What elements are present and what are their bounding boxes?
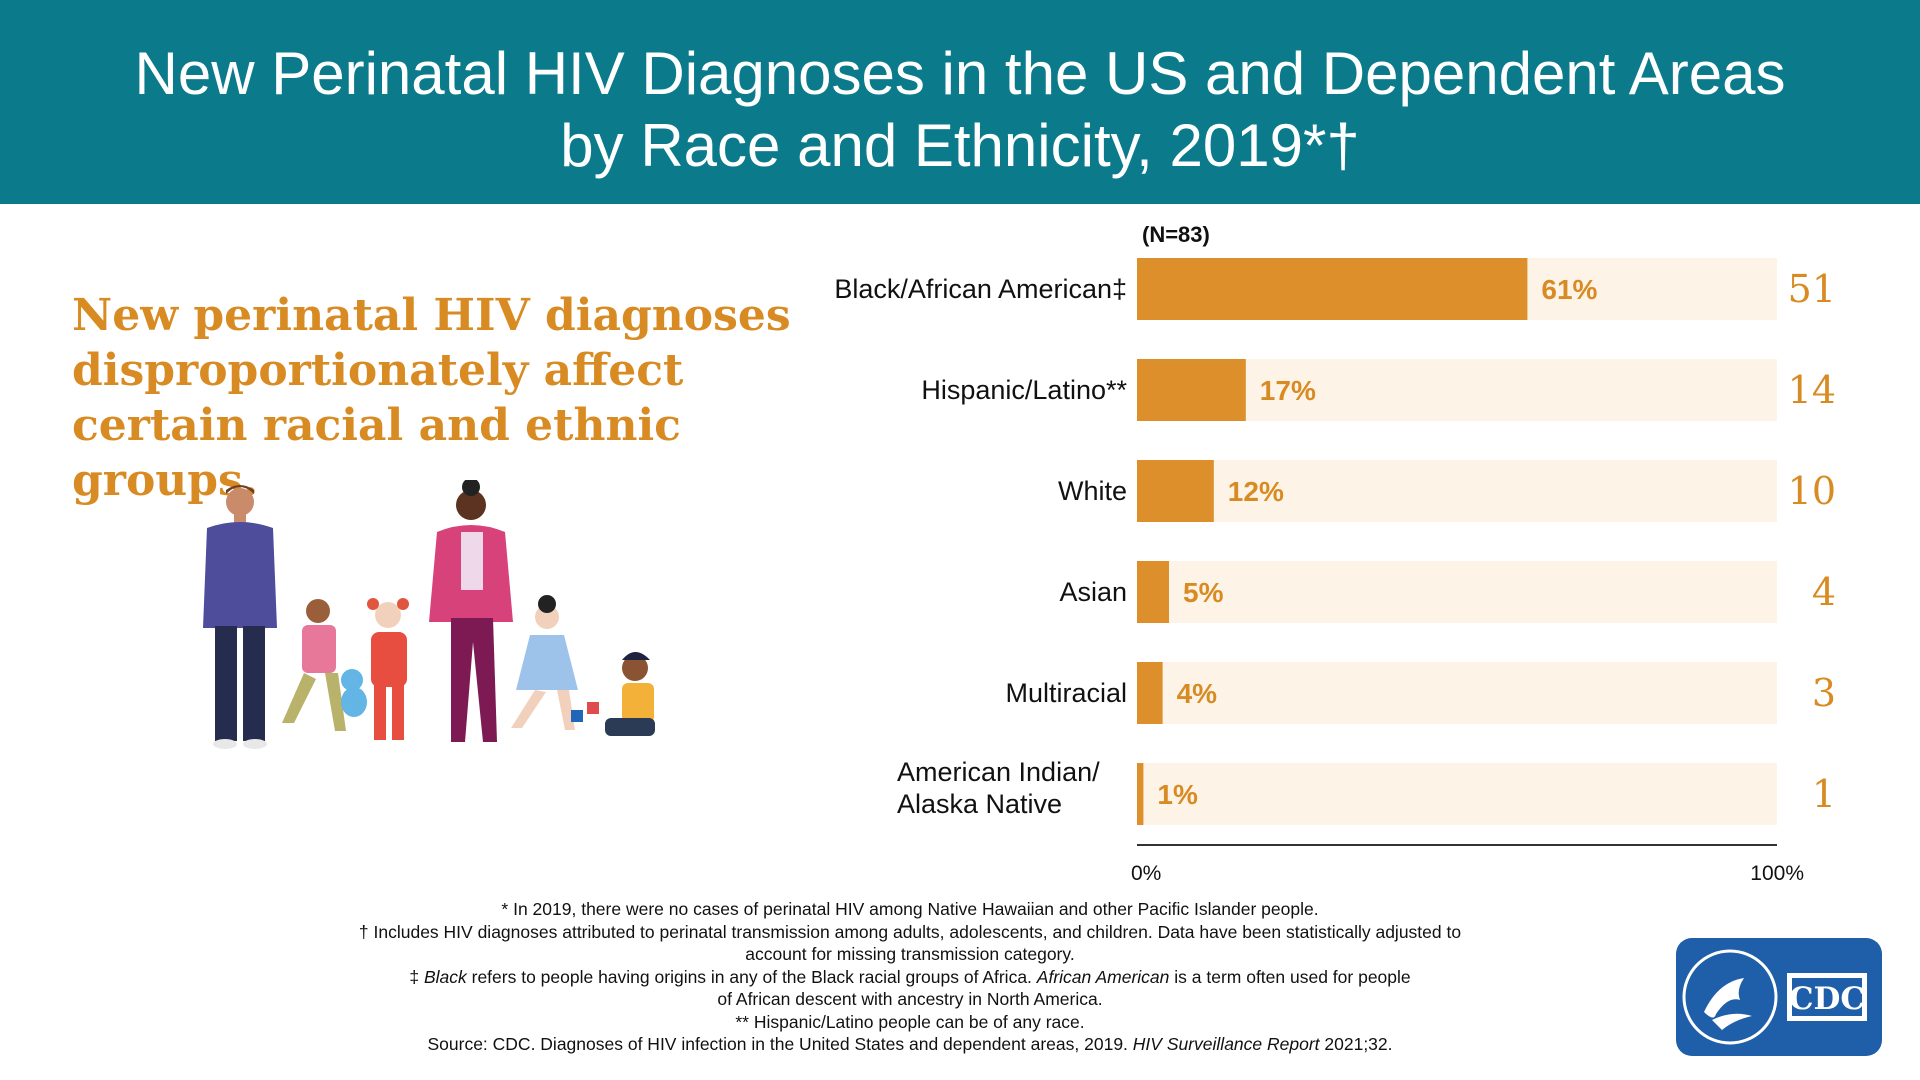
count-label: 51	[1788, 267, 1836, 311]
category-label: Multiracial	[1005, 678, 1127, 708]
category-label: Hispanic/Latino**	[921, 375, 1127, 405]
bar	[1137, 359, 1246, 421]
family-illustration	[203, 480, 655, 749]
boy-figure	[282, 599, 346, 731]
percent-label: 1%	[1157, 779, 1198, 810]
girl-red-figure	[367, 598, 409, 740]
tagline: New perinatal HIV diagnoses disproportio…	[72, 290, 791, 506]
percent-label: 5%	[1183, 577, 1224, 608]
source-report-title: HIV Surveillance Report	[1132, 1034, 1320, 1054]
count-label: 10	[1788, 469, 1836, 513]
bar-track	[1137, 662, 1777, 724]
category-label: Black/African American‡	[834, 274, 1127, 304]
percent-label: 61%	[1541, 274, 1597, 305]
footnote-3a: ‡ Black refers to people having origins …	[300, 966, 1520, 989]
count-label: 4	[1812, 570, 1836, 614]
count-label: 14	[1788, 368, 1836, 412]
cdc-logo: CDC	[1676, 938, 1882, 1056]
title-line-1: New Perinatal HIV Diagnoses in the US an…	[134, 40, 1786, 107]
category-label: White	[1058, 476, 1127, 506]
footnote-2b: account for missing transmission categor…	[745, 944, 1075, 964]
footnote-2a: † Includes HIV diagnoses attributed to p…	[358, 921, 1462, 942]
title-line-2: by Race and Ethnicity, 2019*†	[560, 112, 1360, 179]
bar	[1137, 763, 1144, 825]
source-text: Source: CDC. Diagnoses of HIV infection …	[427, 1034, 1133, 1054]
bar-track	[1137, 763, 1777, 825]
source-end: 2021;32.	[1319, 1034, 1393, 1054]
hhs-eagle-seal-icon	[1682, 949, 1778, 1045]
toddler-figure	[571, 652, 655, 736]
footnote-1: * In 2019, there were no cases of perina…	[501, 899, 1319, 919]
bar	[1137, 662, 1163, 724]
bar	[1137, 460, 1214, 522]
bar	[1137, 561, 1169, 623]
man-figure	[203, 485, 277, 749]
category-label: Asian	[1059, 577, 1127, 607]
footnote-3-black: Black	[423, 966, 467, 987]
bar	[1137, 258, 1528, 320]
header-banner: New Perinatal HIV Diagnoses in the US an…	[0, 0, 1920, 204]
bar-track	[1137, 460, 1777, 522]
percent-label: 4%	[1177, 678, 1218, 709]
footnote-3-african-american: African American	[1036, 966, 1170, 987]
category-label: American Indian/Alaska Native	[897, 757, 1100, 819]
cdc-logo-text: CDC	[1789, 981, 1865, 1017]
footnote-3-mid: refers to people having origins in any o…	[466, 966, 1037, 987]
sample-size-label: (N=83)	[1142, 222, 1210, 247]
footnote-4: ** Hispanic/Latino people can be of any …	[735, 1011, 1085, 1032]
teddy-bear-figure	[341, 669, 367, 717]
percent-label: 17%	[1260, 375, 1316, 406]
woman-figure	[429, 480, 513, 742]
count-label: 1	[1812, 772, 1836, 816]
source-line: Source: CDC. Diagnoses of HIV infection …	[300, 1033, 1520, 1056]
girl-blue-figure	[511, 595, 578, 730]
count-label: 3	[1812, 671, 1836, 715]
footnotes: * In 2019, there were no cases of perina…	[300, 898, 1520, 1056]
footnote-3-end: is a term often used for people	[1169, 966, 1411, 987]
footnote-3b: of African descent with ancestry in Nort…	[717, 989, 1103, 1009]
bar-track	[1137, 561, 1777, 623]
percent-label: 12%	[1228, 476, 1284, 507]
footnote-3-mark: ‡	[409, 966, 424, 987]
x-axis-max-label: 100%	[1750, 862, 1804, 885]
x-axis-min-label: 0%	[1131, 862, 1161, 885]
